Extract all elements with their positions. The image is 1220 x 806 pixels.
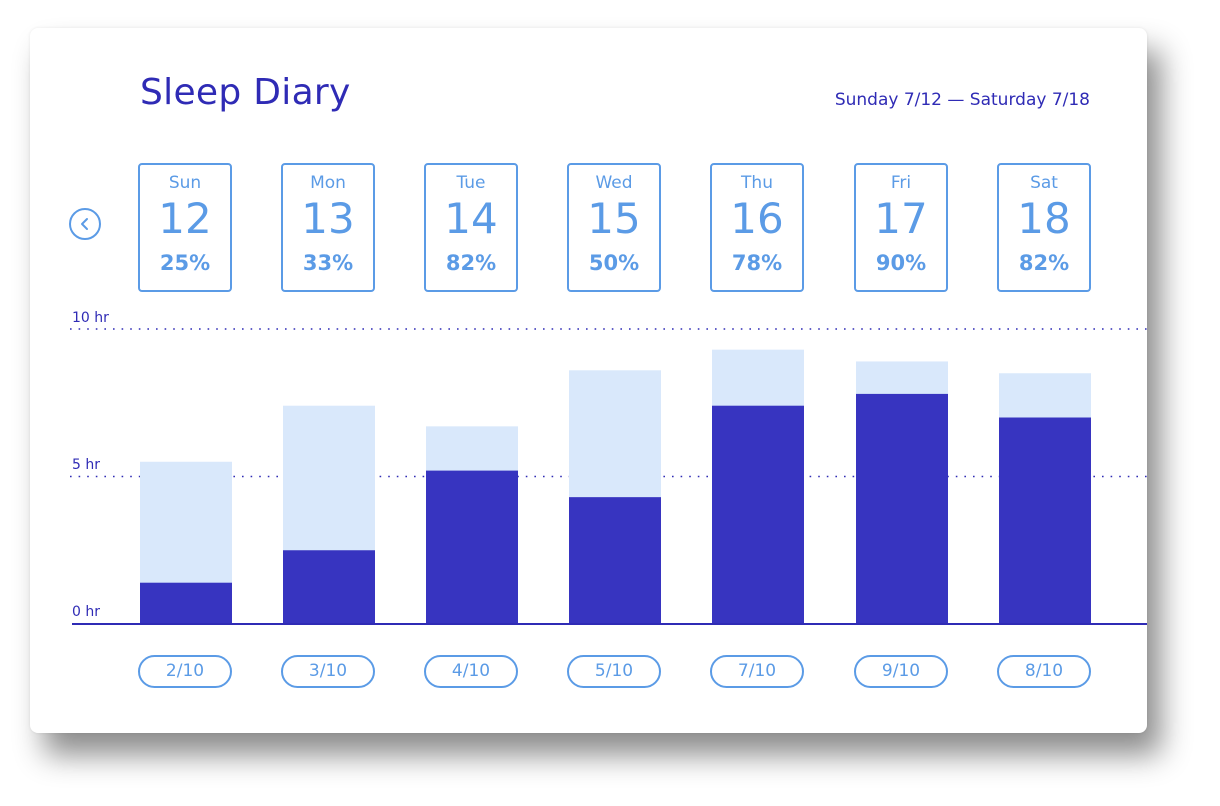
day-date: 16 [730,194,784,243]
day-card-wed[interactable]: Wed 15 50% [567,163,661,292]
quality-rating-thu[interactable]: 7/10 [710,655,804,688]
quality-rating-sat[interactable]: 8/10 [997,655,1091,688]
quality-rating-mon[interactable]: 3/10 [281,655,375,688]
day-card-fri[interactable]: Fri 17 90% [854,163,948,292]
bar-time-asleep-sat [999,417,1091,624]
sleep-efficiency: 33% [302,251,354,275]
day-name: Sat [1030,173,1058,193]
y-tick-label: 0 hr [72,604,100,620]
day-date: 14 [444,194,498,243]
day-name: Mon [310,173,346,193]
sleep-efficiency: 50% [588,251,640,275]
day-card-thu[interactable]: Thu 16 78% [710,163,804,292]
day-card-tue[interactable]: Tue 14 82% [424,163,518,292]
quality-rating-wed[interactable]: 5/10 [567,655,661,688]
y-tick-label: 10 hr [72,310,109,326]
date-range: Sunday 7/12 — Saturday 7/18 [834,90,1090,110]
sleep-chart [70,328,1147,625]
page-title: Sleep Diary [140,72,351,113]
day-date: 18 [1017,194,1071,243]
day-date: 13 [301,194,355,243]
quality-rating-tue[interactable]: 4/10 [424,655,518,688]
quality-rating-fri[interactable]: 9/10 [854,655,948,688]
day-name: Fri [890,173,912,193]
bar-time-asleep-wed [569,497,661,624]
sleep-efficiency: 82% [445,251,497,275]
y-tick-label: 5 hr [72,457,100,473]
day-card-sat[interactable]: Sat 18 82% [997,163,1091,292]
day-name: Thu [741,173,773,193]
sleep-efficiency: 78% [731,251,783,275]
sleep-diary-card: Sleep Diary Sunday 7/12 — Saturday 7/18 … [30,28,1147,733]
day-date: 12 [158,194,212,243]
bar-time-asleep-tue [426,470,518,624]
quality-rating-sun[interactable]: 2/10 [138,655,232,688]
day-card-sun[interactable]: Sun 12 25% [138,163,232,292]
day-name: Wed [595,173,633,193]
day-name: Tue [456,173,486,193]
day-date: 17 [874,194,928,243]
sleep-efficiency: 25% [159,251,211,275]
bar-time-asleep-thu [712,405,804,624]
day-date: 15 [587,194,641,243]
day-name: Sun [168,173,202,193]
sleep-efficiency: 90% [875,251,927,275]
day-card-mon[interactable]: Mon 13 33% [281,163,375,292]
previous-week-button[interactable] [69,208,101,240]
bar-time-asleep-fri [856,393,948,624]
chevron-left-icon [81,218,88,230]
bar-time-asleep-mon [283,550,375,624]
sleep-efficiency: 82% [1018,251,1070,275]
bar-time-asleep-sun [140,582,232,624]
